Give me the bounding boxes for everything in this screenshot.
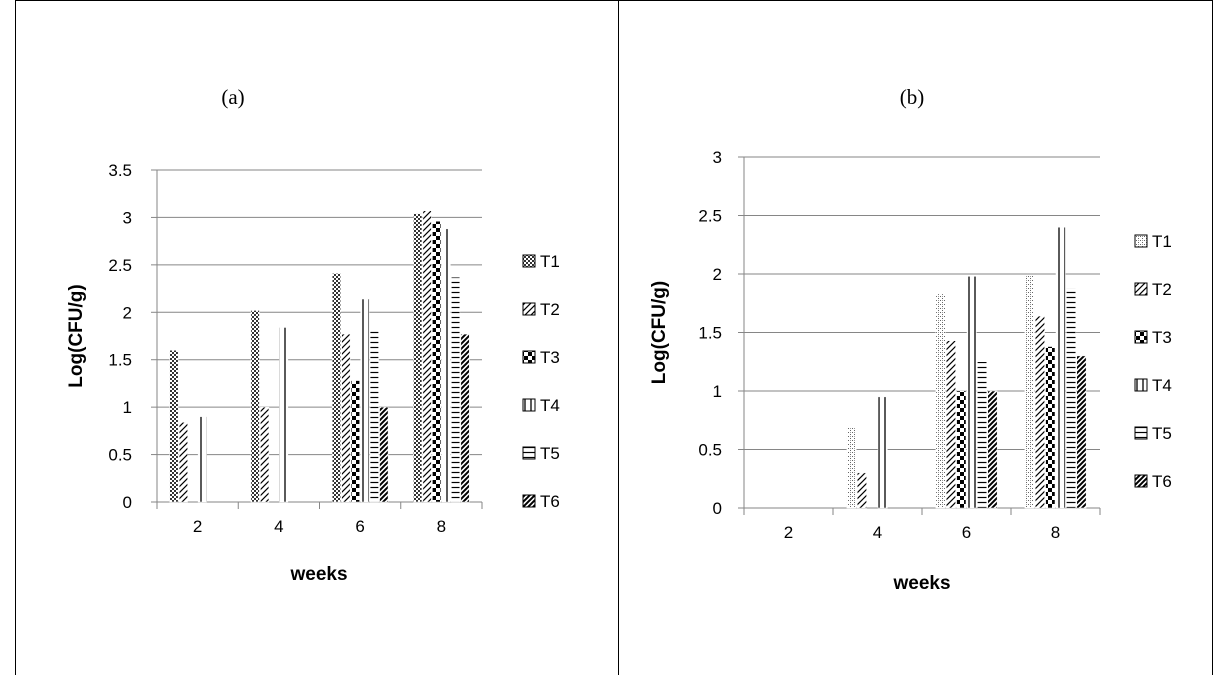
- bar-t6-week-6: [987, 390, 998, 509]
- x-tick-label: 6: [355, 517, 364, 536]
- bar-t1-week-6: [331, 273, 341, 503]
- legend-label-t2: T2: [1152, 280, 1172, 299]
- bar-t4-week-2: [197, 416, 207, 503]
- legend-label-t3: T3: [540, 348, 560, 367]
- bar-t2-week-6: [945, 340, 956, 509]
- y-tick-label: 0.5: [698, 441, 722, 460]
- bar-t5-week-6: [369, 330, 379, 503]
- x-tick-label: 2: [784, 523, 793, 542]
- legend-label-t2: T2: [540, 300, 560, 319]
- bar-t1-week-6: [935, 293, 946, 509]
- y-axis-title: Log(CFU/g): [649, 281, 670, 384]
- bar-t1-week-4: [846, 427, 857, 509]
- x-tick-label: 4: [274, 517, 283, 536]
- panel-divider: [618, 0, 619, 675]
- bar-t3-week-8: [432, 220, 442, 503]
- legend-swatch-t2: [522, 302, 536, 316]
- chart-title: (a): [221, 85, 244, 109]
- y-tick-label: 0: [713, 499, 722, 518]
- y-tick-label: 1.5: [108, 351, 132, 370]
- legend-label-t6: T6: [540, 492, 560, 511]
- legend-swatch-t5: [1134, 426, 1148, 440]
- bar-t1-week-8: [413, 213, 423, 503]
- legend-label-t3: T3: [1152, 328, 1172, 347]
- y-axis-title: Log(CFU/g): [66, 284, 87, 387]
- chart-panel-b: (b) 0 0.5 1 1.5 2 2.5 3 2 4 6 8 weeks Log(CFU/g) T1 T2 T…: [649, 85, 1172, 594]
- y-tick-label: 1: [713, 382, 722, 401]
- bar-t4-week-4: [279, 327, 289, 503]
- x-axis-title: weeks: [289, 564, 347, 585]
- legend-label-t4: T4: [540, 396, 560, 415]
- bar-t6-week-6: [379, 406, 389, 503]
- bar-t2-week-6: [341, 333, 351, 503]
- x-tick-label: 6: [962, 523, 971, 542]
- bar-t1-week-8: [1024, 274, 1035, 509]
- chart-panel-a: (a) 0 0.5 1 1.5 2 2.5 3 3.5 2 4 6 8 weeks Log(CFU/g) T1…: [66, 85, 560, 585]
- bar-t4-week-6: [966, 276, 977, 509]
- legend-swatch-t5: [522, 446, 536, 460]
- bar-t2-week-8: [1034, 315, 1045, 509]
- legend-label-t5: T5: [540, 444, 560, 463]
- y-tick-label: 2: [123, 303, 132, 322]
- bar-t5-week-8: [1066, 287, 1077, 509]
- bar-t1-week-4: [250, 310, 260, 503]
- legend-swatch-t6: [522, 494, 536, 508]
- x-tick-label: 8: [1051, 523, 1060, 542]
- bar-t2-week-2: [178, 422, 188, 503]
- bar-t4-week-6: [360, 298, 370, 503]
- bar-t3-week-6: [350, 380, 360, 503]
- bar-t2-week-4: [856, 472, 867, 509]
- bar-t2-week-4: [260, 406, 270, 503]
- legend-swatch-t3: [522, 350, 536, 364]
- y-tick-label: 0.5: [108, 446, 132, 465]
- bar-t5-week-6: [977, 361, 988, 509]
- legend-swatch-t3: [1134, 330, 1148, 344]
- bar-t1-week-2: [169, 349, 179, 503]
- bar-t4-week-8: [1055, 226, 1066, 509]
- legend-label-t1: T1: [1152, 232, 1172, 251]
- x-tick-label: 8: [437, 517, 446, 536]
- legend-swatch-t1: [522, 254, 536, 268]
- legend-swatch-t1: [1134, 234, 1148, 248]
- legend-swatch-t2: [1134, 282, 1148, 296]
- y-tick-label: 0: [123, 493, 132, 512]
- legend-label-t6: T6: [1152, 472, 1172, 491]
- y-tick-label: 3: [713, 148, 722, 167]
- y-tick-label: 3: [123, 208, 132, 227]
- y-tick-label: 2.5: [108, 256, 132, 275]
- legend-swatch-t4: [1134, 378, 1148, 392]
- y-tick-label: 1.5: [698, 324, 722, 343]
- x-axis-title: weeks: [892, 573, 950, 594]
- bar-t3-week-8: [1045, 346, 1056, 509]
- legend-label-t4: T4: [1152, 376, 1172, 395]
- legend-label-t5: T5: [1152, 424, 1172, 443]
- y-tick-label: 2: [713, 265, 722, 284]
- bar-t5-week-8: [451, 276, 461, 503]
- y-tick-label: 1: [123, 398, 132, 417]
- y-tick-label: 3.5: [108, 161, 132, 180]
- x-tick-label: 4: [873, 523, 882, 542]
- bar-t6-week-8: [460, 333, 470, 503]
- x-tick-label: 2: [193, 517, 202, 536]
- chart-title: (b): [900, 85, 925, 109]
- bar-t4-week-8: [441, 228, 451, 503]
- bar-t2-week-8: [422, 210, 432, 503]
- y-tick-label: 2.5: [698, 207, 722, 226]
- bar-t4-week-4: [877, 396, 888, 509]
- bar-t3-week-6: [956, 390, 967, 509]
- bar-t6-week-8: [1076, 355, 1087, 509]
- legend-label-t1: T1: [540, 252, 560, 271]
- legend-swatch-t4: [522, 398, 536, 412]
- legend-swatch-t6: [1134, 474, 1148, 488]
